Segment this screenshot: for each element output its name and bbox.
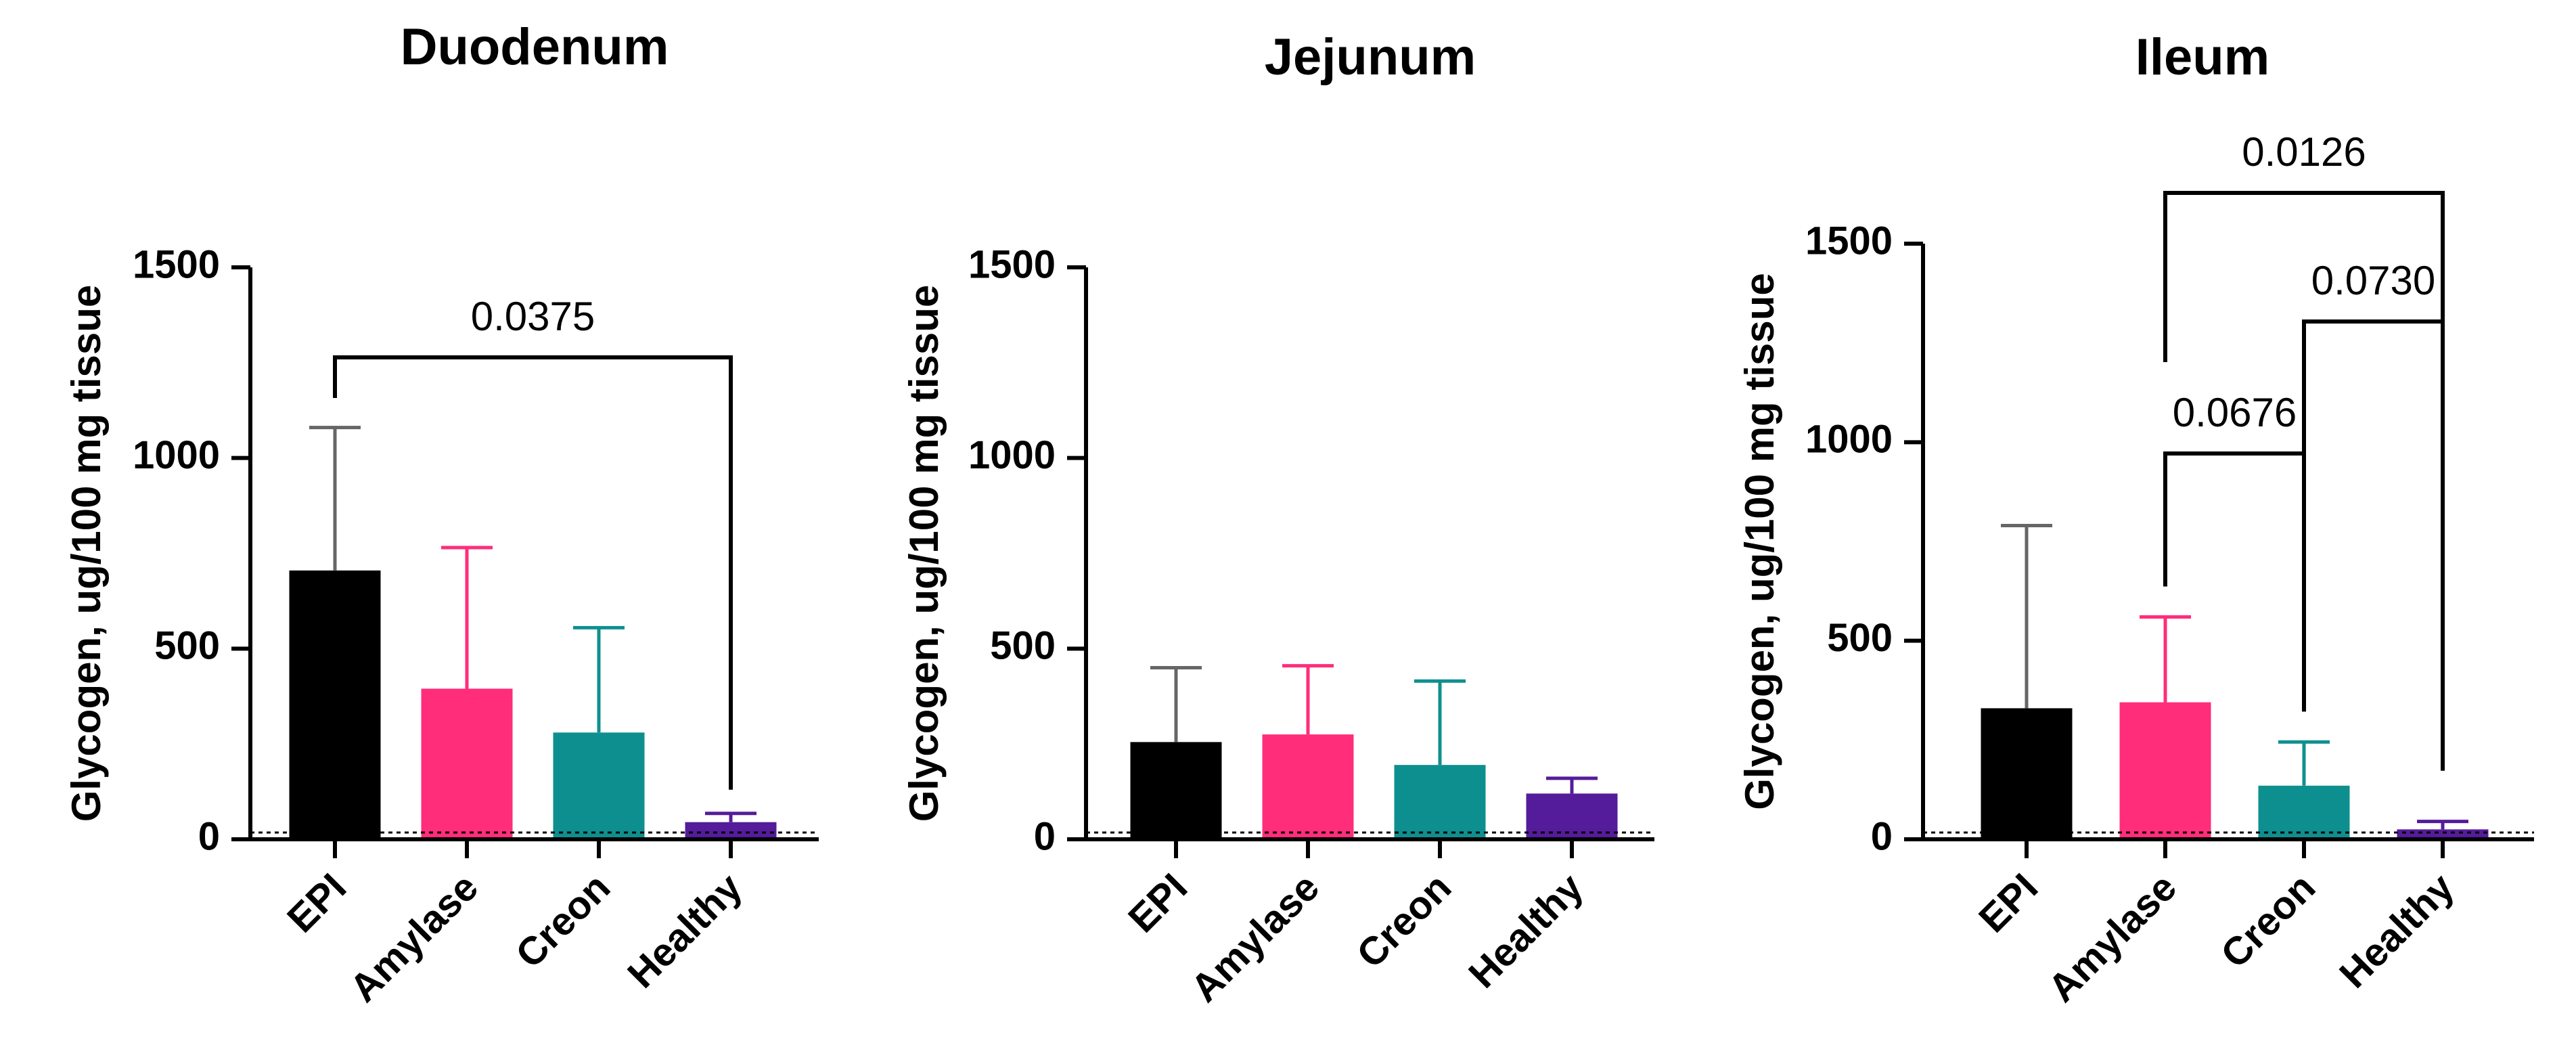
chart-title: Jejunum xyxy=(1265,28,1476,86)
bar-epi xyxy=(1981,708,2073,839)
category-label-amylase: Amylase xyxy=(1183,865,1328,1011)
y-tick-label: 1000 xyxy=(133,433,220,477)
bar-healthy xyxy=(685,822,777,839)
bar-amylase xyxy=(1262,734,1354,839)
category-label-epi: EPI xyxy=(1970,865,2046,941)
p-value-label: 0.0375 xyxy=(471,294,595,339)
chart-panel-duodenum: Duodenum Glycogen, ug/100 mg tissue 0 500 10… xyxy=(64,18,819,1011)
chart-title: Ileum xyxy=(2136,28,2270,86)
y-tick-label: 500 xyxy=(990,624,1056,668)
significance-bracket xyxy=(2302,319,2445,771)
category-label-amylase: Amylase xyxy=(2040,865,2186,1011)
category-label-healthy: Healthy xyxy=(619,865,750,996)
y-tick-label: 0 xyxy=(1034,814,1056,858)
y-axis-label: Glycogen, ug/100 mg tissue xyxy=(901,285,947,822)
p-value-label: 0.0676 xyxy=(2173,390,2297,435)
y-tick-label: 500 xyxy=(1827,616,1893,660)
category-label-healthy: Healthy xyxy=(2331,865,2462,996)
p-value-label: 0.0126 xyxy=(2242,129,2366,175)
bar-creon xyxy=(1394,765,1486,839)
y-axis-label: Glycogen, ug/100 mg tissue xyxy=(1737,273,1782,810)
category-label-epi: EPI xyxy=(1120,865,1196,941)
y-tick-label: 500 xyxy=(154,624,220,668)
category-label-amylase: Amylase xyxy=(342,865,487,1011)
y-tick-label: 1500 xyxy=(968,242,1056,286)
bar-healthy xyxy=(1526,793,1618,839)
bar-creon xyxy=(553,732,645,839)
y-tick-label: 1500 xyxy=(133,242,220,286)
y-axis-label: Glycogen, ug/100 mg tissue xyxy=(64,285,109,822)
significance-bracket xyxy=(2163,451,2306,712)
bar-amylase xyxy=(2119,702,2211,839)
y-tick-label: 1000 xyxy=(1805,418,1893,462)
significance-bracket xyxy=(2163,191,2445,771)
category-label-creon: Creon xyxy=(1349,865,1460,976)
chart-panel-ileum: Ileum Glycogen, ug/100 mg tissue 0 500 1000 1… xyxy=(1737,28,2534,1011)
category-label-creon: Creon xyxy=(507,865,618,976)
bar-creon xyxy=(2258,785,2350,839)
category-label-epi: EPI xyxy=(279,865,355,941)
category-label-healthy: Healthy xyxy=(1460,865,1591,996)
category-label-creon: Creon xyxy=(2213,865,2324,976)
y-tick-label: 1000 xyxy=(968,433,1056,477)
bar-epi xyxy=(289,570,381,839)
bar-amylase xyxy=(421,688,513,839)
bar-epi xyxy=(1130,742,1222,839)
y-tick-label: 0 xyxy=(1871,814,1893,858)
chart-panel-jejunum: Jejunum Glycogen, ug/100 mg tissue 0 500 100… xyxy=(901,28,1654,1011)
chart-title: Duodenum xyxy=(401,18,669,76)
p-value-label: 0.0730 xyxy=(2311,258,2436,303)
y-tick-label: 1500 xyxy=(1805,219,1893,263)
significance-bracket xyxy=(333,355,733,790)
y-tick-label: 0 xyxy=(198,814,220,858)
